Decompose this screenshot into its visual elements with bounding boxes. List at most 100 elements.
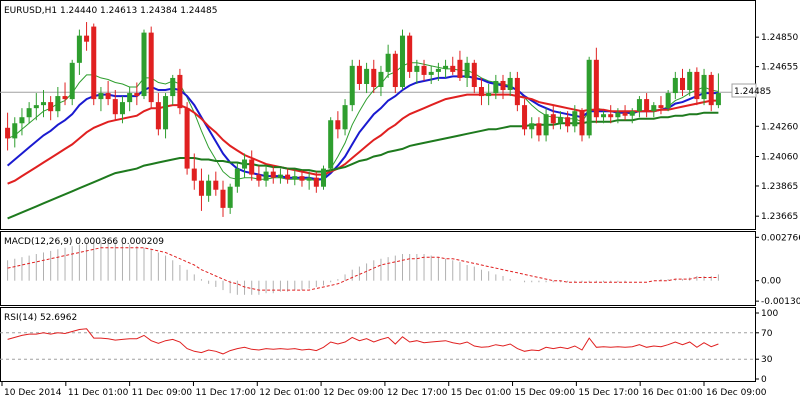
candle-body (651, 105, 657, 112)
candle-body (285, 174, 291, 180)
candle-body (5, 127, 11, 139)
candle-body (177, 74, 183, 109)
price-tick-label: 1.23665 (761, 212, 798, 222)
candle-body (543, 114, 549, 136)
candle-body (715, 93, 721, 106)
candle-body (579, 111, 585, 136)
macd-axis: 0.002766 0.00 -0.001306 (755, 233, 800, 307)
candle (658, 96, 664, 115)
ma-line-mid (7, 93, 719, 185)
time-axis: 10 Dec 2014 11 Dec 01:00 11 Dec 09:00 11 De… (1, 382, 767, 398)
candle (55, 87, 61, 118)
candle-body (687, 71, 693, 91)
price-tick-label: 1.24060 (761, 153, 798, 163)
candle (378, 65, 384, 97)
candle (213, 171, 219, 196)
current-price-tag (731, 83, 757, 98)
candle-body (127, 93, 133, 103)
candle-body (320, 168, 327, 187)
candle-body (299, 176, 305, 181)
candle-body (679, 77, 686, 91)
candle (285, 168, 291, 184)
candle (105, 80, 111, 106)
candle-body (19, 117, 25, 124)
candle (342, 99, 348, 136)
candle (514, 71, 520, 112)
ma-line-fast (6, 75, 719, 181)
macd-tick-label: 0.00 (761, 277, 781, 287)
candle (601, 111, 607, 124)
macd-histogram (7, 241, 719, 295)
candle (234, 162, 240, 193)
candle-body (356, 65, 362, 84)
candle-body (270, 171, 276, 178)
candle (593, 47, 599, 124)
candle-body (163, 96, 169, 130)
price-tick-label: 1.24655 (761, 63, 798, 73)
candle-body (277, 174, 283, 178)
candle (428, 65, 434, 84)
candle (543, 108, 549, 142)
candle-body (586, 59, 592, 136)
candle-body (500, 80, 506, 91)
candle (687, 68, 693, 97)
candle-body (421, 65, 427, 75)
candle-body (593, 59, 599, 118)
candle-body (12, 123, 18, 139)
candle-body (428, 71, 434, 75)
candle (550, 105, 556, 130)
candle-body (134, 93, 140, 97)
candlesticks (5, 22, 721, 217)
candle-body (565, 117, 571, 127)
symbol-header: EURUSD,H1 1.24440 1.24613 1.24384 1.2448… (4, 6, 217, 16)
time-tick-label: 12 Dec 01:00 (259, 388, 320, 398)
macd-tick-label: 0.002766 (761, 233, 800, 243)
candle-body (112, 99, 118, 115)
candle (392, 50, 398, 94)
candle (184, 102, 190, 175)
candle (464, 56, 470, 88)
rsi-tick-label: 100 (761, 309, 778, 319)
candle (5, 112, 11, 151)
price-tick-label: 1.24850 (761, 33, 798, 43)
candle-body (84, 35, 90, 42)
candle (679, 68, 686, 97)
current-price-label: 1.24485 (734, 87, 771, 97)
candle-body (464, 62, 470, 78)
time-tick-label: 11 Dec 09:00 (132, 388, 193, 398)
candle-body (522, 105, 528, 130)
candle (256, 165, 262, 187)
candle-body (514, 77, 520, 106)
candle (141, 29, 147, 100)
time-tick-label: 15 Dec 09:00 (515, 388, 576, 398)
candle-body (364, 68, 370, 84)
candle (435, 62, 441, 81)
candle-body (486, 93, 492, 97)
rsi-line (0, 328, 755, 360)
candle (19, 108, 25, 136)
candle-body (601, 114, 607, 118)
candle (579, 108, 585, 142)
candle (292, 170, 298, 186)
candle-body (313, 177, 319, 187)
candle-body (155, 102, 161, 130)
candle-body (342, 105, 348, 130)
candle-body (572, 111, 578, 127)
candle (91, 23, 97, 106)
candle (507, 71, 513, 97)
candle (263, 165, 269, 187)
macd-pane-border (0, 231, 756, 306)
candle-body (493, 80, 499, 94)
candle-body (105, 93, 111, 100)
time-tick-label: 10 Dec 2014 (4, 388, 62, 398)
candle-body (392, 53, 398, 88)
candle (572, 105, 578, 133)
candle (708, 71, 714, 112)
candle-body (450, 65, 456, 72)
moving-averages (6, 62, 719, 220)
candle-body (206, 180, 212, 196)
ma-line-slow (7, 111, 719, 220)
candle (134, 82, 140, 106)
candle-body (435, 68, 441, 72)
time-tick-label: 15 Dec 01:00 (451, 388, 512, 398)
